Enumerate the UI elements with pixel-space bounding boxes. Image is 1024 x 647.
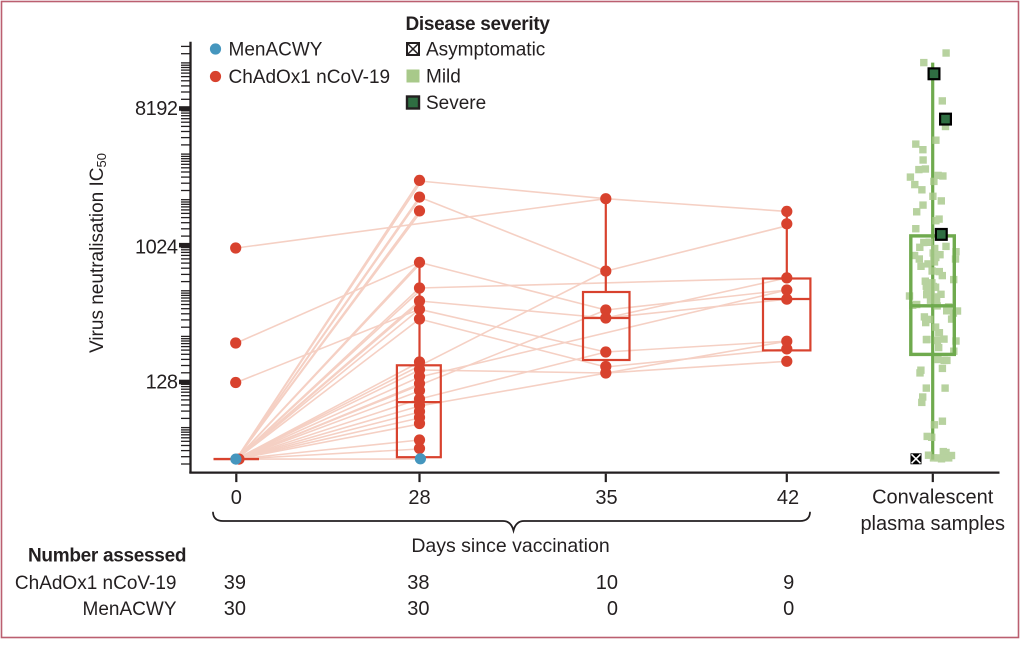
svg-text:30: 30 [407, 598, 429, 620]
svg-text:Days since vaccination: Days since vaccination [411, 535, 609, 557]
svg-text:MenACWY: MenACWY [83, 599, 177, 620]
svg-text:ChAdOx1 nCoV-19: ChAdOx1 nCoV-19 [229, 67, 391, 88]
svg-text:10: 10 [596, 572, 618, 594]
svg-text:38: 38 [407, 572, 429, 594]
svg-text:Severe: Severe [426, 93, 486, 114]
svg-text:ChAdOx1 nCoV-19: ChAdOx1 nCoV-19 [15, 573, 177, 594]
svg-text:0: 0 [607, 598, 618, 620]
svg-text:Mild: Mild [426, 67, 461, 88]
svg-text:0: 0 [783, 598, 794, 620]
svg-text:Asymptomatic: Asymptomatic [426, 40, 545, 61]
svg-text:0: 0 [231, 487, 242, 509]
svg-text:128: 128 [146, 372, 178, 394]
svg-text:plasma samples: plasma samples [860, 513, 1005, 535]
svg-text:35: 35 [595, 487, 617, 509]
svg-text:1024: 1024 [135, 237, 178, 259]
svg-text:39: 39 [224, 572, 246, 594]
svg-text:8192: 8192 [135, 98, 178, 120]
svg-text:Number assessed: Number assessed [28, 546, 186, 567]
svg-text:30: 30 [224, 598, 246, 620]
svg-text:Disease severity: Disease severity [406, 14, 551, 35]
svg-text:Convalescent: Convalescent [872, 487, 994, 509]
svg-text:9: 9 [783, 572, 794, 594]
svg-text:Virus neutralisation IC50: Virus neutralisation IC50 [87, 153, 109, 353]
svg-text:42: 42 [777, 487, 799, 509]
svg-text:MenACWY: MenACWY [229, 40, 323, 61]
svg-text:28: 28 [408, 487, 430, 509]
